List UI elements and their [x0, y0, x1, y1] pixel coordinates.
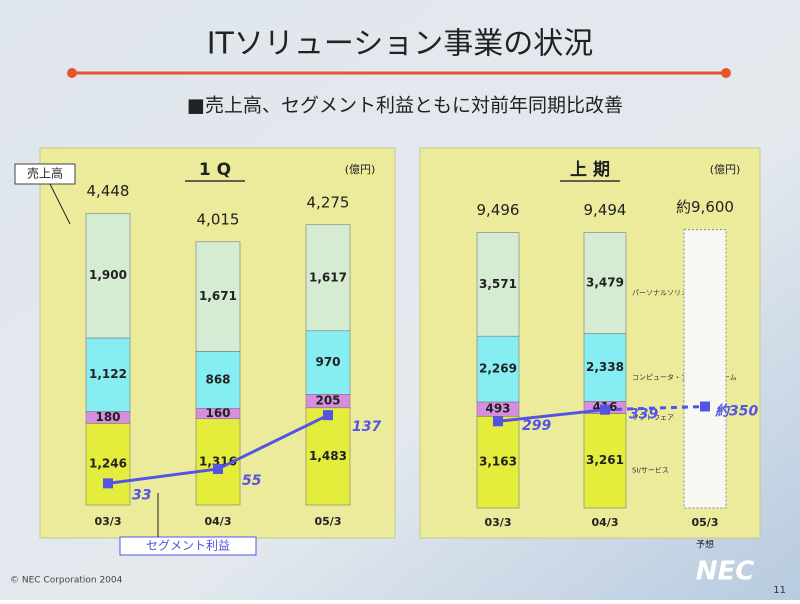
segment-label: 3,479 [586, 276, 624, 290]
callout-label: セグメント利益 [146, 539, 230, 553]
total-label: 約9,600 [676, 198, 734, 216]
bar-segment [583, 333, 627, 402]
segment-label: 1,900 [89, 268, 127, 282]
bar-segment [305, 330, 351, 395]
segment-label: 160 [205, 406, 230, 420]
line-point [700, 401, 710, 412]
segment-label: 3,163 [479, 455, 517, 469]
line-label: 299 [522, 418, 551, 434]
forecast-bar [683, 229, 727, 509]
callout-box [119, 536, 257, 556]
segment-label: 2,338 [586, 360, 624, 374]
line-segment [217, 413, 329, 471]
line-point [103, 478, 113, 489]
segment-label: 3,571 [479, 277, 517, 291]
line-segment [107, 467, 219, 485]
line-label: 55 [242, 473, 262, 489]
segment-label: 868 [205, 372, 230, 386]
bar-segment [195, 351, 241, 409]
x-tick-label: 04/3 [592, 516, 619, 529]
subtitle: ■売上高、セグメント利益ともに対前年同期比改善 [187, 95, 623, 117]
line-segment [604, 405, 706, 412]
legend-label: パーソナルソリューション [632, 289, 716, 297]
slide-title: ITソリューション事業の状況 [207, 27, 594, 62]
bar-segment [305, 224, 351, 332]
legend-label: SI/サービス [632, 466, 669, 475]
segment-label: 1,671 [199, 289, 237, 303]
bar-segment [195, 241, 241, 352]
segment-label: 205 [315, 394, 340, 408]
line-label: 339 [629, 406, 658, 422]
category-note: 予想 [696, 539, 714, 551]
unit-label: (億円) [345, 163, 376, 176]
line-label: 約350 [714, 402, 758, 419]
footer: © NEC Corporation 2004 [10, 576, 123, 586]
callout-box [14, 163, 76, 185]
segment-label: 1,483 [309, 449, 347, 463]
segment-label: 493 [485, 402, 510, 416]
logo: NEC [696, 557, 755, 587]
line-point [213, 463, 223, 474]
line-label: 33 [132, 487, 151, 503]
line-segment [497, 408, 606, 423]
bar-segment [583, 413, 627, 509]
bar-segment [583, 232, 627, 334]
chart-title: 上 期 [570, 160, 610, 180]
rule-end [721, 68, 731, 78]
segment-label: 2,269 [479, 362, 517, 376]
line-label: 137 [352, 419, 381, 435]
segment-label: 1,122 [89, 367, 127, 381]
x-tick-label: 03/3 [95, 515, 122, 528]
total-label: 9,494 [584, 201, 627, 219]
total-label: 4,448 [87, 182, 130, 200]
x-tick-label: 05/3 [315, 515, 342, 528]
x-tick-label: 03/3 [485, 516, 512, 529]
segment-label: 3,261 [586, 453, 624, 467]
page-number: 11 [773, 585, 786, 596]
segment-label: 180 [95, 410, 120, 424]
total-label: 4,275 [307, 193, 350, 211]
line-point [323, 410, 333, 421]
legend-label: ソフトウェア [632, 413, 674, 421]
line-point [493, 416, 503, 427]
rule-end [67, 68, 77, 78]
bar-segment [476, 415, 520, 509]
segment-label: 1,617 [309, 270, 347, 284]
segment-label: 1,246 [89, 457, 127, 471]
unit-label: (億円) [710, 163, 741, 176]
callout-pointer [49, 183, 71, 225]
bar-segment [476, 232, 520, 337]
bar-segment [85, 337, 131, 412]
line-point [600, 404, 610, 415]
x-tick-label: 05/3 [692, 516, 719, 529]
bar-segment [476, 335, 520, 403]
bar-segment [85, 213, 131, 339]
total-label: 4,015 [197, 210, 240, 228]
x-tick-label: 04/3 [205, 515, 232, 528]
total-label: 9,496 [477, 201, 520, 219]
chart-title: 1 Q [199, 160, 231, 180]
callout-label: 売上高 [27, 166, 63, 181]
segment-label: 970 [315, 355, 340, 369]
